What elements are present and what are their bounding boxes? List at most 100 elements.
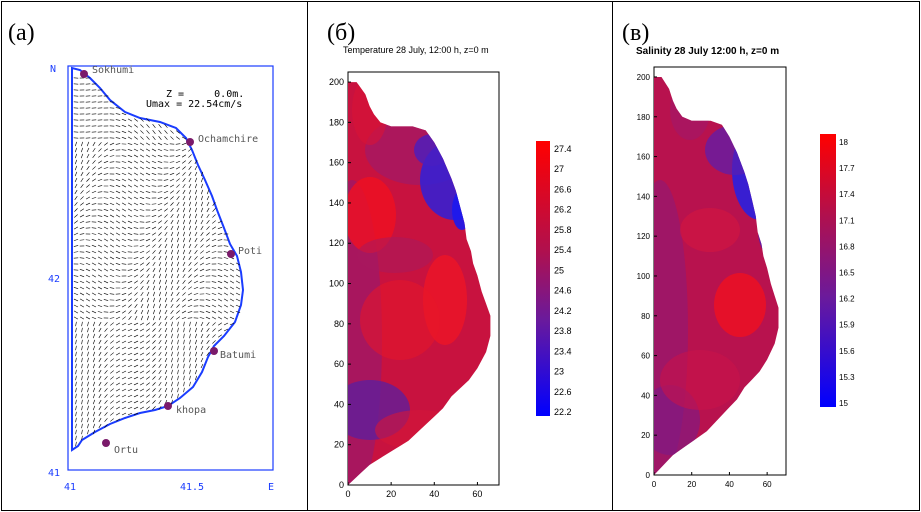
current-vector <box>194 243 198 249</box>
current-vector <box>121 322 127 326</box>
current-vector <box>81 405 83 411</box>
current-vector <box>193 299 199 301</box>
current-vector <box>115 119 121 121</box>
current-vector <box>157 208 163 212</box>
current-vector <box>183 231 185 237</box>
current-vector <box>97 185 103 187</box>
current-vector <box>170 285 174 291</box>
current-vector <box>115 394 121 398</box>
current-vector <box>145 221 151 223</box>
current-vector <box>146 297 150 303</box>
current-vector <box>194 189 198 195</box>
current-vector <box>171 261 173 267</box>
current-vector <box>188 243 192 249</box>
current-vector <box>121 232 127 236</box>
current-vector <box>217 286 223 290</box>
current-vector <box>140 268 144 272</box>
current-vector <box>157 167 163 169</box>
y-tick-label: 40 <box>641 391 650 400</box>
current-vector <box>109 202 115 206</box>
current-vector <box>145 178 151 182</box>
current-vector <box>104 328 108 332</box>
current-vector <box>133 154 139 158</box>
current-vector <box>212 208 216 212</box>
current-vector <box>182 292 186 296</box>
current-vector <box>188 189 192 195</box>
current-vector <box>127 160 133 164</box>
current-vector <box>157 197 163 199</box>
current-vector <box>74 183 78 189</box>
current-vector <box>177 381 179 387</box>
current-vector <box>133 160 139 164</box>
current-vector <box>109 232 115 236</box>
current-vector <box>103 148 109 152</box>
current-vector <box>182 183 186 189</box>
current-vector <box>163 185 169 187</box>
current-vector <box>200 195 204 201</box>
current-vector <box>115 250 121 254</box>
y-tick-label: 140 <box>637 192 651 201</box>
current-vector <box>177 327 179 333</box>
current-vector <box>200 351 204 357</box>
current-vector <box>121 251 127 253</box>
current-vector <box>176 298 180 302</box>
current-vector <box>152 315 156 321</box>
current-vector <box>133 148 139 152</box>
current-vector <box>158 267 162 273</box>
current-vector <box>145 232 151 236</box>
current-vector <box>164 387 168 393</box>
current-vector <box>181 304 187 308</box>
current-vector <box>110 406 114 410</box>
current-vector <box>91 280 97 284</box>
current-vector <box>103 244 109 248</box>
current-vector <box>182 166 186 170</box>
current-vector <box>229 316 235 320</box>
lon-tick-41-5: 41.5 <box>180 482 204 493</box>
current-vector <box>109 287 115 289</box>
current-vector <box>75 369 77 375</box>
current-vector <box>152 352 156 356</box>
current-vector <box>195 327 197 333</box>
current-vector <box>217 334 223 338</box>
colorbar-label: 17.4 <box>839 190 855 199</box>
current-vector <box>217 298 223 302</box>
current-vector <box>176 136 180 140</box>
current-vector <box>176 184 180 188</box>
current-vector <box>139 340 145 344</box>
colorbar-label: 15.6 <box>839 347 855 356</box>
current-vector <box>139 406 145 410</box>
current-vector <box>158 375 162 381</box>
current-vector <box>115 143 121 145</box>
current-vector <box>127 124 133 128</box>
current-vector <box>183 321 185 327</box>
current-vector <box>188 171 192 177</box>
current-vector <box>164 136 168 140</box>
current-vector <box>115 418 121 422</box>
current-vector <box>139 334 145 338</box>
city-batumi: Batumi <box>220 350 256 361</box>
current-vector <box>85 316 91 320</box>
current-vector <box>146 118 150 122</box>
current-vector <box>128 304 132 308</box>
current-vector <box>169 161 175 163</box>
current-vector <box>171 393 173 399</box>
current-vector <box>194 250 198 254</box>
current-vector <box>121 370 127 374</box>
current-vector <box>92 339 96 345</box>
current-vector <box>133 388 139 392</box>
current-vector <box>133 406 139 410</box>
current-vector <box>139 370 145 374</box>
current-vector <box>194 268 198 272</box>
current-vector <box>193 280 199 284</box>
current-vector <box>170 213 174 219</box>
current-vector <box>81 369 83 375</box>
current-vector <box>115 167 121 169</box>
current-vector <box>139 262 145 266</box>
city-khopa: khopa <box>176 405 206 416</box>
x-tick-label: 0 <box>652 480 657 489</box>
current-vector <box>127 178 133 182</box>
current-vector <box>188 231 192 237</box>
current-vector <box>133 382 139 386</box>
current-vector <box>146 406 150 410</box>
